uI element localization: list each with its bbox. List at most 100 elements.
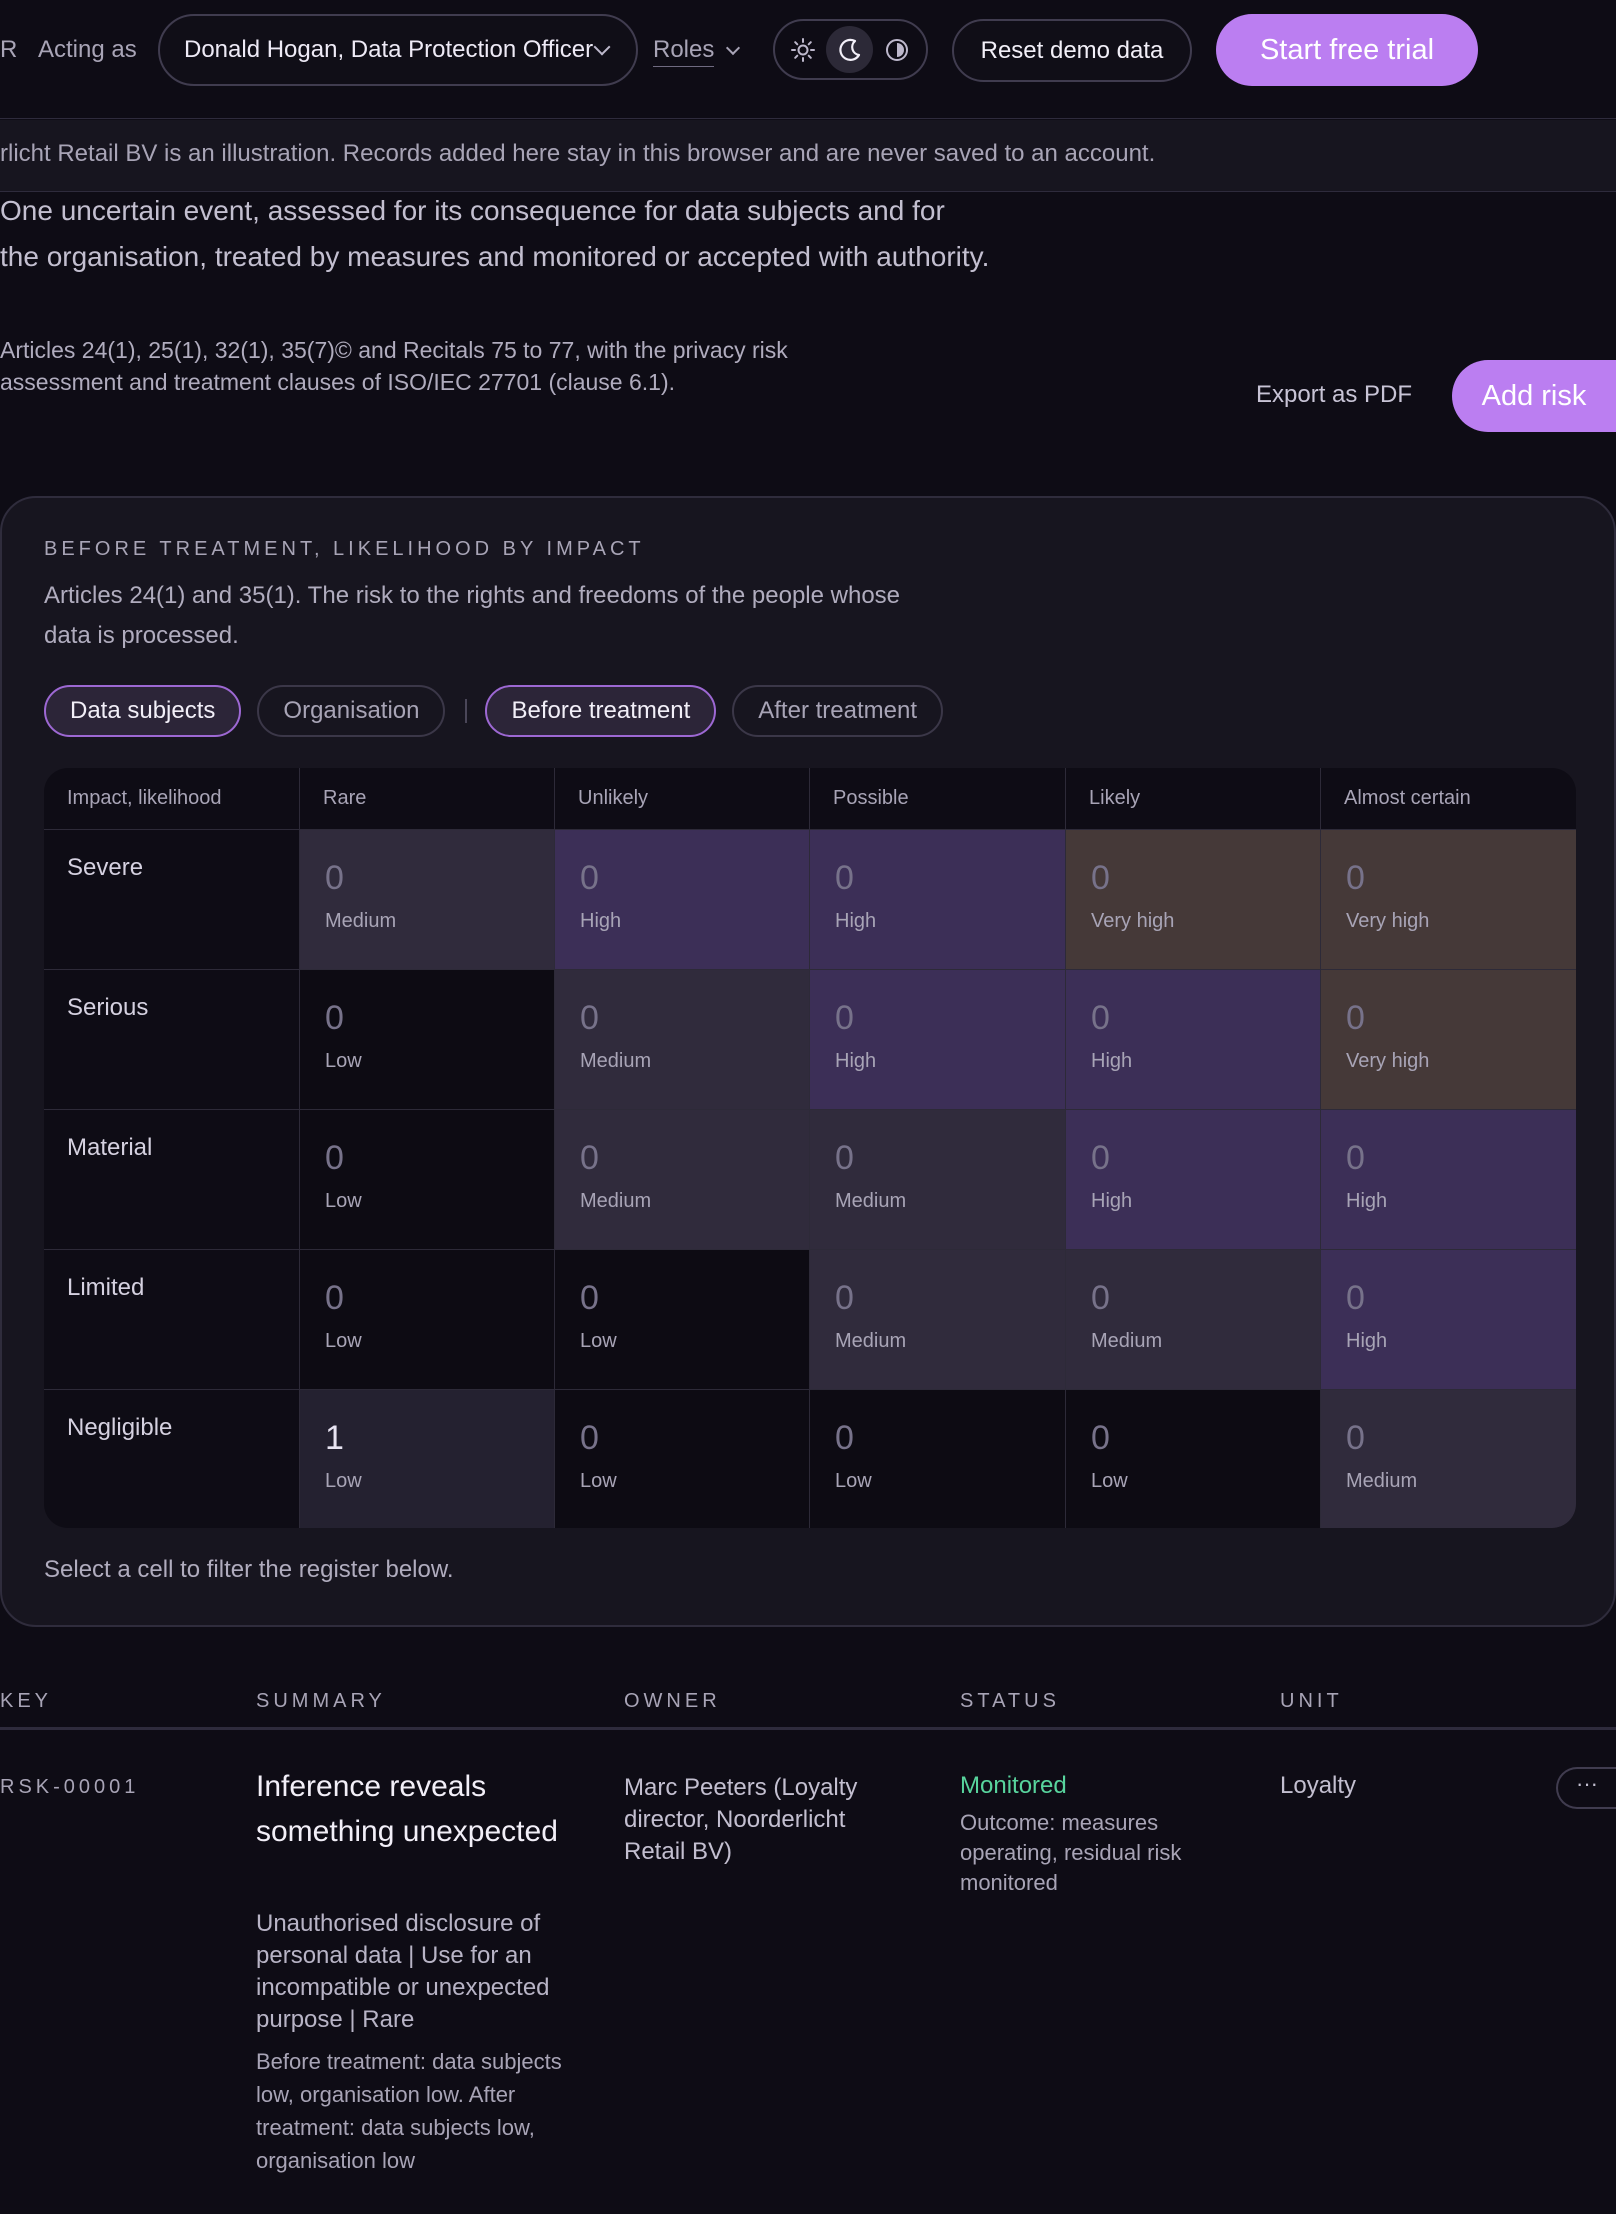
matrix-cell[interactable]: 0 High (810, 970, 1066, 1110)
matrix-cell[interactable]: 0 High (1066, 970, 1321, 1110)
roles-select[interactable]: Roles (653, 34, 741, 68)
persona-select-value: Donald Hogan, Data Protection Officer (184, 36, 594, 63)
matrix-corner-label: Impact, likelihood (44, 768, 300, 830)
cell-risk-level: Very high (1346, 910, 1430, 932)
matrix-cell[interactable]: 0 Low (810, 1390, 1066, 1528)
export-pdf-link[interactable]: Export as PDF (1256, 381, 1413, 408)
cell-risk-level: Low (835, 1470, 872, 1492)
chip-divider (465, 699, 468, 723)
matrix-cell[interactable]: 0 Low (555, 1250, 810, 1390)
matrix-cell[interactable]: 0 Medium (555, 970, 810, 1110)
column-header-summary: SUMMARY (256, 1690, 386, 1712)
matrix-cell[interactable]: 0 Medium (810, 1110, 1066, 1250)
cell-risk-level: Medium (835, 1190, 907, 1212)
cell-risk-level: Medium (580, 1050, 652, 1072)
matrix-eyebrow: BEFORE TREATMENT, LIKELIHOOD BY IMPACT (44, 538, 645, 560)
matrix-cell[interactable]: 0 High (555, 830, 810, 970)
matrix-cell[interactable]: 0 Low (300, 970, 555, 1110)
chip-data-subjects[interactable]: Data subjects (44, 685, 242, 737)
reset-demo-data-button[interactable]: Reset demo data (952, 19, 1192, 82)
matrix-cell[interactable]: 0 Medium (1066, 1250, 1321, 1390)
cell-risk-count: 0 (835, 859, 854, 897)
table-header-divider (0, 1727, 1616, 1730)
cell-risk-level: Medium (580, 1190, 652, 1212)
theme-light-button[interactable] (779, 26, 826, 73)
impact-row-label-serious: Serious (44, 970, 300, 1110)
risk-key: RSK-00001 (0, 1776, 140, 1798)
theme-contrast-button[interactable] (873, 26, 920, 73)
cell-risk-level: Medium (1346, 1470, 1418, 1492)
cell-risk-level: High (835, 910, 877, 932)
matrix-cell[interactable]: 0 Medium (555, 1110, 810, 1250)
status-badge: Monitored (960, 1772, 1067, 1799)
cell-risk-count: 0 (1346, 859, 1365, 897)
sun-icon (790, 37, 815, 62)
chip-organisation[interactable]: Organisation (257, 685, 446, 737)
cell-risk-level: Medium (1091, 1330, 1163, 1352)
matrix-cell[interactable]: 0 High (1066, 1110, 1321, 1250)
cell-risk-level: Very high (1091, 910, 1175, 932)
cell-risk-level: Low (580, 1330, 617, 1352)
cell-risk-count: 0 (580, 1419, 599, 1457)
matrix-cell[interactable]: 0 Medium (300, 830, 555, 970)
matrix-cell[interactable]: 0 Very high (1066, 830, 1321, 970)
matrix-cell[interactable]: 0 Low (555, 1390, 810, 1528)
matrix-cell[interactable]: 0 Low (300, 1250, 555, 1390)
impact-row-label-limited: Limited (44, 1250, 300, 1390)
matrix-cell[interactable]: 0 High (1321, 1250, 1576, 1390)
matrix-cell[interactable]: 0 High (1321, 1110, 1576, 1250)
cell-risk-level: Very high (1346, 1050, 1430, 1072)
cell-risk-count: 0 (580, 999, 599, 1037)
acting-as-label: Acting as (38, 36, 137, 63)
cell-risk-level: Medium (835, 1330, 907, 1352)
chip-after-treatment[interactable]: After treatment (732, 685, 943, 737)
cell-risk-count: 0 (325, 999, 344, 1037)
impact-row-label-severe: Severe (44, 830, 300, 970)
add-risk-button[interactable]: Add risk (1452, 360, 1616, 432)
impact-row-label-material: Material (44, 1110, 300, 1250)
chevron-down-icon (593, 38, 611, 56)
impact-row-label-negligible: Negligible (44, 1390, 300, 1528)
column-header-unit: UNIT (1280, 1690, 1343, 1712)
likelihood-header-almost-certain: Almost certain (1321, 768, 1576, 830)
cell-risk-count: 1 (325, 1419, 344, 1457)
persona-select[interactable]: Donald Hogan, Data Protection Officer (158, 14, 638, 86)
cell-risk-count: 0 (580, 1139, 599, 1177)
matrix-cell[interactable]: 1 Low (300, 1390, 555, 1528)
cell-risk-count: 0 (325, 1139, 344, 1177)
matrix-cell[interactable]: 0 Very high (1321, 830, 1576, 970)
matrix-cell[interactable]: 0 Low (300, 1110, 555, 1250)
start-free-trial-button[interactable]: Start free trial (1216, 14, 1478, 86)
likelihood-header-possible: Possible (810, 768, 1066, 830)
risk-matrix-grid: Impact, likelihood Rare Unlikely Possible Li… (44, 768, 1576, 1528)
risk-unit: Loyalty (1280, 1772, 1357, 1799)
risk-title[interactable]: Inference reveals something unexpected (256, 1770, 558, 1848)
cell-risk-count: 0 (835, 1279, 854, 1317)
matrix-cell[interactable]: 0 Medium (810, 1250, 1066, 1390)
cell-risk-level: High (835, 1050, 877, 1072)
contrast-icon (885, 38, 908, 61)
cell-risk-count: 0 (835, 1419, 854, 1457)
theme-dark-button[interactable] (826, 26, 873, 73)
matrix-cell[interactable]: 0 High (810, 830, 1066, 970)
cell-risk-level: Low (1091, 1470, 1128, 1492)
risk-outcome: Outcome: measures operating, residual ri… (960, 1810, 1182, 1895)
matrix-cell[interactable]: 0 Very high (1321, 970, 1576, 1110)
risk-categories: Unauthorised disclosure of personal data… (256, 1910, 550, 2033)
likelihood-header-rare: Rare (300, 768, 555, 830)
demo-notice-text: rlicht Retail BV is an illustration. Rec… (0, 140, 1156, 167)
cell-risk-level: High (580, 910, 622, 932)
cell-risk-count: 0 (580, 1279, 599, 1317)
likelihood-header-likely: Likely (1066, 768, 1321, 830)
cell-risk-count: 0 (580, 859, 599, 897)
row-more-menu-button[interactable]: ··· (1556, 1767, 1616, 1809)
matrix-cell[interactable]: 0 Low (1066, 1390, 1321, 1528)
column-header-owner: OWNER (624, 1690, 721, 1712)
cell-risk-count: 0 (1346, 1279, 1365, 1317)
chip-before-treatment[interactable]: Before treatment (485, 685, 717, 737)
page-lead: One uncertain event, assessed for its co… (0, 195, 990, 272)
risk-treatment-note: Before treatment: data subjects low, org… (256, 2049, 562, 2173)
matrix-filter-chips: Data subjects Organisation Before treatm… (44, 685, 959, 737)
matrix-cell[interactable]: 0 Medium (1321, 1390, 1576, 1528)
cell-risk-count: 0 (1346, 1419, 1365, 1457)
